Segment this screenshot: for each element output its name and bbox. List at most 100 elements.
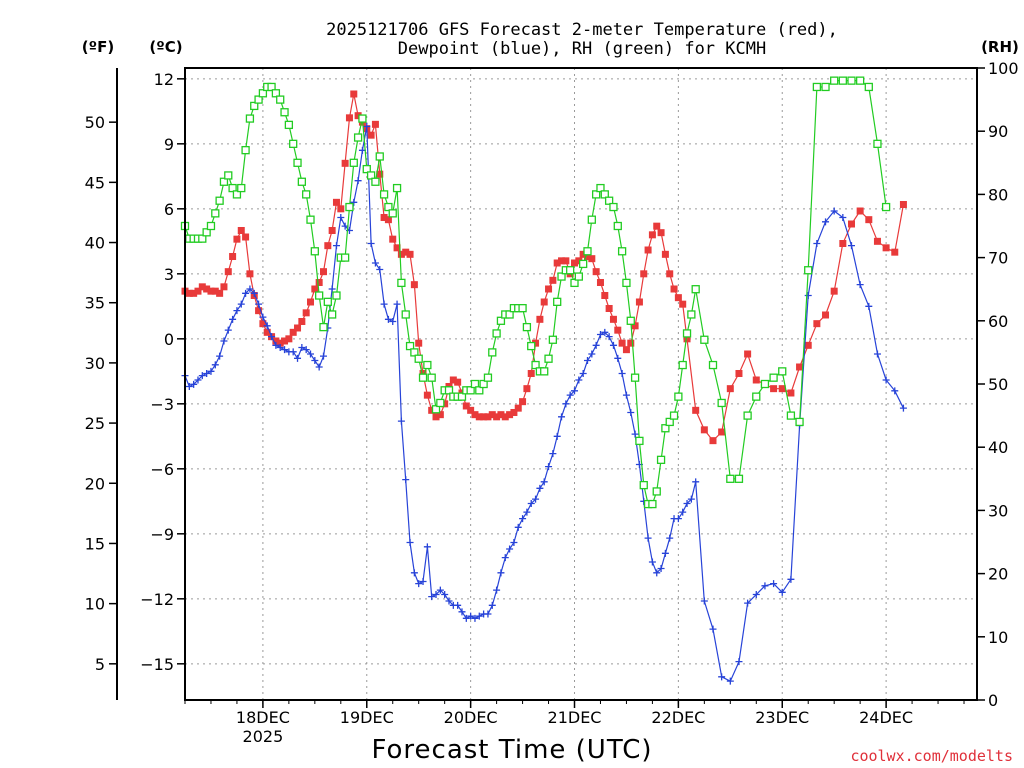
temperature-point [484, 413, 492, 421]
temperature-point [493, 413, 501, 421]
fahrenheit-tick-label: 25 [85, 414, 105, 433]
temperature-point [393, 244, 401, 252]
temperature-point [441, 400, 449, 408]
x-tick-label: 21DEC [548, 708, 602, 727]
temperature-point [679, 300, 687, 308]
rh-point [630, 373, 640, 382]
rh-point [613, 221, 622, 231]
temperature-point [497, 411, 505, 419]
temperature-point [471, 411, 479, 419]
dewpoint-point [558, 413, 566, 421]
dewpoint-point [735, 658, 743, 666]
temperature-point [428, 406, 436, 414]
rh-point [717, 398, 726, 408]
temperature-point [653, 222, 661, 230]
dewpoint-point [319, 352, 327, 360]
dewpoint-point [294, 354, 302, 362]
rh-point [574, 272, 583, 281]
temperature-point [640, 270, 648, 278]
rh-point [302, 190, 311, 199]
dewpoint-point [562, 400, 570, 408]
rh-point [202, 228, 211, 237]
rh-point [293, 158, 302, 167]
dewpoint-point [787, 575, 795, 583]
rh-point [496, 316, 506, 325]
rh-point [873, 139, 882, 148]
temperature-point [354, 112, 362, 120]
rh-point [734, 474, 744, 483]
dewpoint-point [488, 601, 496, 609]
temperature-point [770, 385, 778, 393]
dewpoint-point [882, 376, 890, 384]
rh-point [475, 386, 484, 395]
dewpoint-point [384, 315, 392, 323]
rh-point [332, 291, 341, 300]
temperature-point [856, 207, 864, 215]
temperature-point [648, 231, 656, 239]
dewpoint-point [804, 291, 812, 299]
rh-tick-label: 60 [988, 312, 1008, 331]
dewpoint-point [484, 610, 492, 618]
temperature-point [367, 131, 375, 139]
temperature-point [307, 298, 315, 306]
rh-point [349, 158, 358, 167]
fahrenheit-tick-label: 40 [85, 234, 105, 253]
rh-point [397, 278, 406, 288]
rh-point [371, 177, 380, 186]
temperature-point [618, 339, 626, 347]
rh-point [414, 354, 423, 363]
rh-point [579, 259, 588, 269]
rh-point [652, 487, 661, 496]
rh-point [405, 341, 415, 351]
rh-point [271, 89, 281, 98]
dewpoint-point [397, 417, 405, 425]
temperature-point [644, 246, 652, 254]
dewpoint-point [367, 239, 375, 247]
dewpoint-point [631, 430, 639, 438]
temperature-point [242, 233, 250, 241]
rh-point [466, 386, 475, 395]
rh-point [626, 316, 635, 325]
temperature-point [311, 285, 319, 293]
dewpoint-point [644, 534, 652, 542]
rh-point [358, 114, 367, 123]
dewpoint-point [332, 242, 340, 250]
celsius-tick-label: −3 [150, 395, 174, 414]
dewpoint-point [224, 326, 232, 334]
rh-point [388, 209, 397, 218]
temperature-point [614, 326, 622, 334]
dewpoint-point [709, 625, 717, 633]
dewpoint-point [540, 478, 548, 486]
temperature-point [813, 320, 821, 328]
rh-point [617, 247, 627, 256]
rh-point [786, 411, 796, 420]
temperature-point [899, 200, 907, 208]
x-tick-label: 22DEC [651, 708, 705, 727]
rh-tick-label: 10 [988, 628, 1008, 647]
x-tick-label: 18DEC [236, 708, 290, 727]
celsius-tick-label: 12 [154, 70, 174, 89]
rh-point [604, 196, 614, 205]
rh-point [423, 360, 432, 370]
grid-lines [185, 68, 977, 700]
temperature-point [410, 281, 418, 289]
temperature-point [467, 406, 475, 414]
temperature-point [263, 328, 271, 336]
dewpoint-point [410, 569, 418, 577]
temperature-point [298, 317, 306, 325]
rh-point [752, 392, 761, 401]
temperature-point [627, 339, 635, 347]
celsius-tick-label: 3 [164, 265, 174, 284]
temperature-point [216, 289, 224, 297]
rh-point [289, 139, 298, 148]
temperature-point [545, 285, 553, 293]
dewpoint-point [752, 590, 760, 598]
dewpoint-point [436, 586, 444, 594]
dewpoint-point [233, 307, 241, 315]
dewpoint-point [622, 391, 630, 399]
dewpoint-point [207, 367, 215, 375]
temperature-point [194, 287, 202, 295]
rh-point [522, 322, 532, 332]
dewpoint-point [493, 586, 501, 594]
